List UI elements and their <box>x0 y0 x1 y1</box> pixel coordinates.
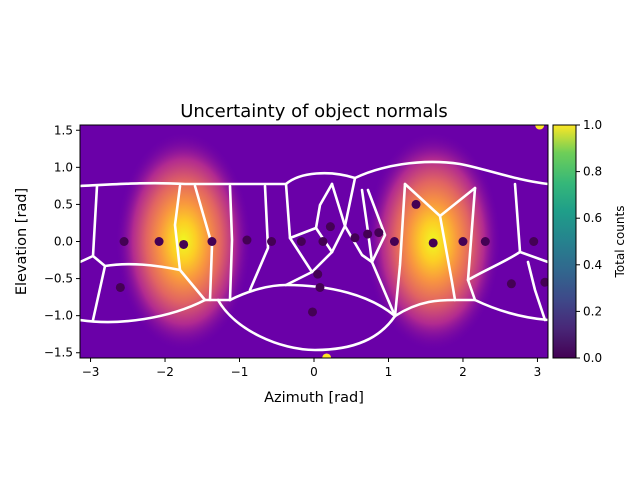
boundary-v2 <box>80 254 95 264</box>
data-point-0 <box>119 237 129 246</box>
data-point-17 <box>411 199 421 209</box>
data-point-4 <box>207 237 217 246</box>
data-point-14 <box>363 229 373 239</box>
x-tick-label-1: −2 <box>156 365 174 379</box>
data-point-11 <box>315 282 325 292</box>
boundary-v3 <box>173 184 182 272</box>
cell-boundaries <box>80 160 548 352</box>
boundary-center-top <box>284 160 548 186</box>
data-point-1 <box>115 282 125 292</box>
data-point-23 <box>540 277 548 287</box>
data-point-19 <box>458 237 468 246</box>
data-point-22 <box>529 237 539 246</box>
y-tick-label-2: 0.5 <box>54 197 73 211</box>
boundary-v14 <box>393 182 407 318</box>
data-point-3 <box>179 239 189 249</box>
boundary-center-mid <box>228 283 397 318</box>
boundary-v7 <box>284 182 314 287</box>
data-point-2 <box>154 237 164 246</box>
data-point-12 <box>308 307 318 317</box>
x-tick-label-2: −1 <box>231 365 249 379</box>
boundary-v15 <box>438 214 457 302</box>
colorbar-tick-label-3: 0.6 <box>583 211 602 225</box>
y-tick-label-1: 1.0 <box>54 160 73 174</box>
colorbar-tick-label-5: 1.0 <box>583 118 602 132</box>
y-axis-ticks: 1.5 1.0 0.5 0.0 −0.5 −1.0 −1.5 <box>44 123 80 360</box>
data-point-10 <box>313 269 323 279</box>
boundary-v19 <box>526 260 547 322</box>
colorbar: 0.0 0.2 0.4 0.6 0.8 1.0 Total counts <box>552 118 627 365</box>
boundary-h-right-mid <box>466 250 522 282</box>
colorbar-gradient <box>552 124 577 359</box>
y-tick-label-4: −0.5 <box>44 272 73 286</box>
data-point-13 <box>350 233 360 243</box>
y-tick-label-0: 1.5 <box>54 123 73 137</box>
y-tick-label-3: 0.0 <box>54 235 73 249</box>
data-point-25 <box>322 353 332 358</box>
x-tick-label-0: −3 <box>82 365 100 379</box>
y-tick-label-5: −1.0 <box>44 309 73 323</box>
x-tick-label-4: 1 <box>385 365 393 379</box>
data-point-16 <box>389 237 399 246</box>
colorbar-tick-label-1: 0.2 <box>583 304 602 318</box>
boundary-v6 <box>248 184 270 292</box>
colorbar-label: Total counts <box>613 206 627 279</box>
y-axis-label: Elevation [rad] <box>14 188 30 295</box>
data-point-18 <box>428 238 438 248</box>
x-tick-label-3: 0 <box>310 365 318 379</box>
data-point-24 <box>535 125 545 130</box>
colorbar-tick-label-0: 0.0 <box>583 351 602 365</box>
data-point-21 <box>506 279 516 289</box>
x-axis-label: Azimuth [rad] <box>264 390 364 406</box>
boundary-v5 <box>228 184 234 302</box>
boundary-v1 <box>91 184 107 322</box>
colorbar-tick-label-4: 0.8 <box>583 165 602 179</box>
colorbar-ticks: 0.0 0.2 0.4 0.6 0.8 1.0 <box>576 118 602 365</box>
data-points <box>115 125 548 358</box>
data-point-9 <box>325 222 335 232</box>
boundary-v16 <box>403 182 477 218</box>
heatmap-plot-area <box>80 125 548 358</box>
chart-title: Uncertainty of object normals <box>180 101 448 122</box>
boundary-left-top <box>80 181 288 188</box>
colorbar-tick-label-2: 0.4 <box>583 258 602 272</box>
boundary-v9 <box>314 182 334 230</box>
boundary-v12 <box>360 188 397 318</box>
data-point-20 <box>480 237 490 246</box>
boundary-right-bottom <box>393 298 548 322</box>
x-axis-ticks: −3 −2 −1 0 1 2 3 <box>82 358 542 379</box>
data-point-8 <box>318 237 328 246</box>
data-point-6 <box>267 237 277 246</box>
boundary-center-arc <box>216 298 397 352</box>
data-point-7 <box>296 237 306 246</box>
boundary-v13 <box>366 188 387 264</box>
data-point-5 <box>242 235 252 245</box>
y-tick-label-6: −1.5 <box>44 346 73 360</box>
x-tick-label-6: 3 <box>534 365 542 379</box>
data-point-15 <box>374 228 384 238</box>
x-tick-label-5: 2 <box>459 365 467 379</box>
